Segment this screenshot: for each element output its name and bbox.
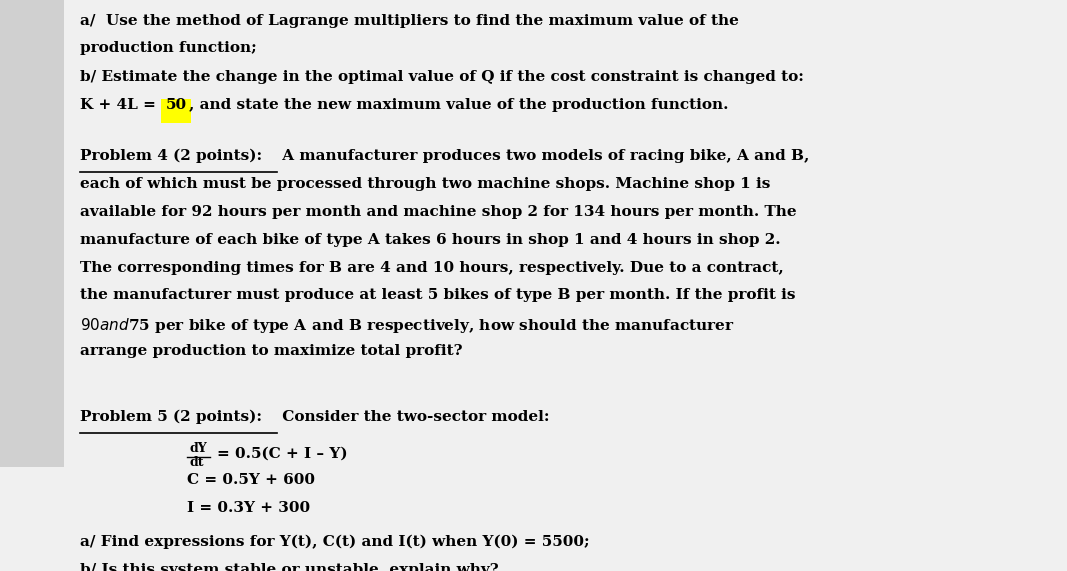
Text: Problem 5 (2 points):: Problem 5 (2 points): [80,410,262,424]
Text: I = 0.3Y + 300: I = 0.3Y + 300 [187,501,309,515]
Text: C = 0.5Y + 600: C = 0.5Y + 600 [187,473,315,488]
Text: $90 and $75 per bike of type A and B respectively, how should the manufacturer: $90 and $75 per bike of type A and B res… [80,316,734,335]
Text: b/ Is this system stable or unstable, explain why?: b/ Is this system stable or unstable, ex… [80,562,498,571]
Text: K + 4L =: K + 4L = [80,98,161,112]
Text: = 0.5(C + I – Y): = 0.5(C + I – Y) [217,447,347,460]
Text: Consider the two-sector model:: Consider the two-sector model: [277,410,550,424]
Text: dt: dt [190,456,205,469]
Text: each of which must be processed through two machine shops. Machine shop 1 is: each of which must be processed through … [80,177,770,191]
Text: production function;: production function; [80,41,257,55]
Text: available for 92 hours per month and machine shop 2 for 134 hours per month. The: available for 92 hours per month and mac… [80,204,797,219]
Text: b/ Estimate the change in the optimal value of Q if the cost constraint is chang: b/ Estimate the change in the optimal va… [80,70,803,84]
FancyBboxPatch shape [161,99,191,123]
FancyBboxPatch shape [0,0,64,467]
Text: The corresponding times for B are 4 and 10 hours, respectively. Due to a contrac: The corresponding times for B are 4 and … [80,260,784,275]
Text: a/  Use the method of Lagrange multipliers to find the maximum value of the: a/ Use the method of Lagrange multiplier… [80,14,739,28]
Text: arrange production to maximize total profit?: arrange production to maximize total pro… [80,344,462,359]
Text: manufacture of each bike of type A takes 6 hours in shop 1 and 4 hours in shop 2: manufacture of each bike of type A takes… [80,232,781,247]
Text: 50: 50 [165,98,187,112]
Text: a/ Find expressions for Y(t), C(t) and I(t) when Y(0) = 5500;: a/ Find expressions for Y(t), C(t) and I… [80,534,590,549]
Text: A manufacturer produces two models of racing bike, A and B,: A manufacturer produces two models of ra… [277,149,810,163]
Text: , and state the new maximum value of the production function.: , and state the new maximum value of the… [189,98,728,112]
Text: Problem 4 (2 points):: Problem 4 (2 points): [80,149,262,163]
Text: the manufacturer must produce at least 5 bikes of type B per month. If the profi: the manufacturer must produce at least 5… [80,288,796,303]
Text: dY: dY [190,441,208,455]
